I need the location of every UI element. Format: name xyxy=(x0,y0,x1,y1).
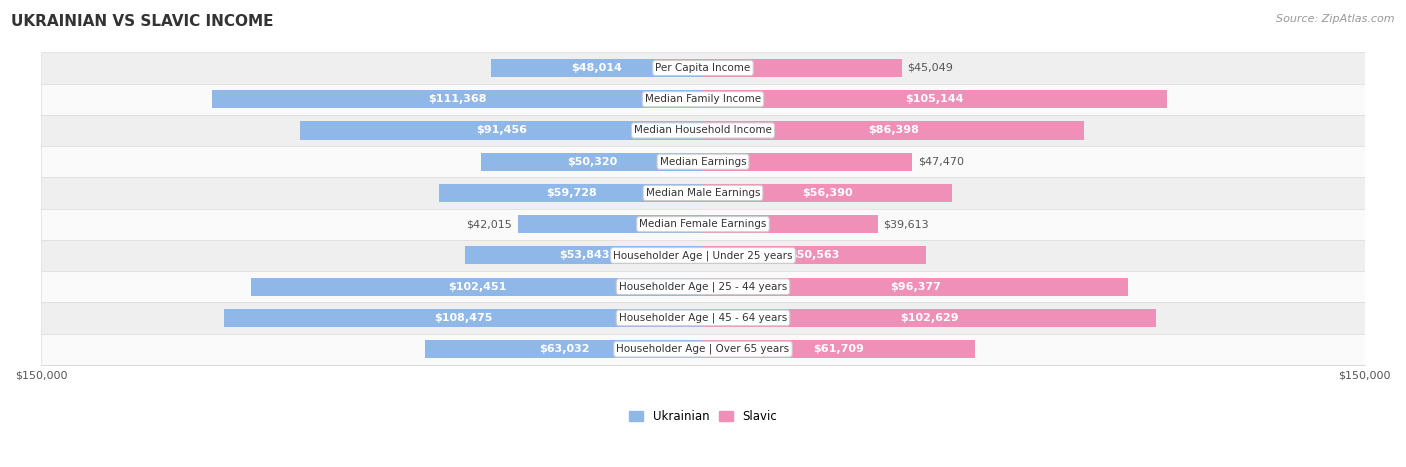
Text: $42,015: $42,015 xyxy=(467,219,512,229)
Text: Median Earnings: Median Earnings xyxy=(659,157,747,167)
Text: Median Household Income: Median Household Income xyxy=(634,126,772,135)
Text: $45,049: $45,049 xyxy=(907,63,953,73)
Bar xyxy=(703,309,1156,327)
Bar xyxy=(41,209,1365,240)
Text: Median Family Income: Median Family Income xyxy=(645,94,761,104)
Text: $102,629: $102,629 xyxy=(900,313,959,323)
Bar xyxy=(41,146,1365,177)
Text: $63,032: $63,032 xyxy=(538,344,589,354)
Text: Per Capita Income: Per Capita Income xyxy=(655,63,751,73)
Text: $111,368: $111,368 xyxy=(427,94,486,104)
Bar xyxy=(703,340,976,358)
Bar xyxy=(299,121,703,140)
Text: $96,377: $96,377 xyxy=(890,282,941,292)
Bar xyxy=(252,277,703,296)
Bar xyxy=(440,184,703,202)
Bar xyxy=(703,215,877,233)
Text: $61,709: $61,709 xyxy=(814,344,865,354)
Bar xyxy=(481,153,703,171)
Bar xyxy=(41,271,1365,302)
Bar xyxy=(491,59,703,77)
Bar xyxy=(212,90,703,108)
Text: $108,475: $108,475 xyxy=(434,313,494,323)
Bar xyxy=(41,177,1365,209)
Bar xyxy=(703,247,927,264)
Bar xyxy=(225,309,703,327)
Text: Source: ZipAtlas.com: Source: ZipAtlas.com xyxy=(1277,14,1395,24)
Text: $39,613: $39,613 xyxy=(883,219,929,229)
Bar xyxy=(41,115,1365,146)
Text: $59,728: $59,728 xyxy=(546,188,596,198)
Bar xyxy=(41,302,1365,333)
Bar xyxy=(703,59,901,77)
Text: $47,470: $47,470 xyxy=(918,157,963,167)
Bar xyxy=(703,184,952,202)
Text: Median Male Earnings: Median Male Earnings xyxy=(645,188,761,198)
Text: Householder Age | 45 - 64 years: Householder Age | 45 - 64 years xyxy=(619,313,787,323)
Text: UKRAINIAN VS SLAVIC INCOME: UKRAINIAN VS SLAVIC INCOME xyxy=(11,14,274,29)
Text: $50,320: $50,320 xyxy=(567,157,617,167)
Text: Median Female Earnings: Median Female Earnings xyxy=(640,219,766,229)
Bar xyxy=(703,90,1167,108)
Bar xyxy=(41,333,1365,365)
Text: $50,563: $50,563 xyxy=(789,250,839,261)
Text: $102,451: $102,451 xyxy=(449,282,506,292)
Text: Householder Age | Over 65 years: Householder Age | Over 65 years xyxy=(616,344,790,354)
Text: $86,398: $86,398 xyxy=(868,126,920,135)
Bar xyxy=(41,240,1365,271)
Bar xyxy=(41,84,1365,115)
Text: $91,456: $91,456 xyxy=(475,126,527,135)
Legend: Ukrainian, Slavic: Ukrainian, Slavic xyxy=(624,405,782,428)
Bar xyxy=(425,340,703,358)
Text: Householder Age | 25 - 44 years: Householder Age | 25 - 44 years xyxy=(619,282,787,292)
Text: $56,390: $56,390 xyxy=(801,188,852,198)
Text: $53,843: $53,843 xyxy=(560,250,609,261)
Bar xyxy=(41,52,1365,84)
Bar xyxy=(465,247,703,264)
Text: $48,014: $48,014 xyxy=(572,63,623,73)
Bar xyxy=(517,215,703,233)
Bar xyxy=(703,121,1084,140)
Bar xyxy=(703,277,1128,296)
Text: Householder Age | Under 25 years: Householder Age | Under 25 years xyxy=(613,250,793,261)
Bar xyxy=(703,153,912,171)
Text: $105,144: $105,144 xyxy=(905,94,965,104)
